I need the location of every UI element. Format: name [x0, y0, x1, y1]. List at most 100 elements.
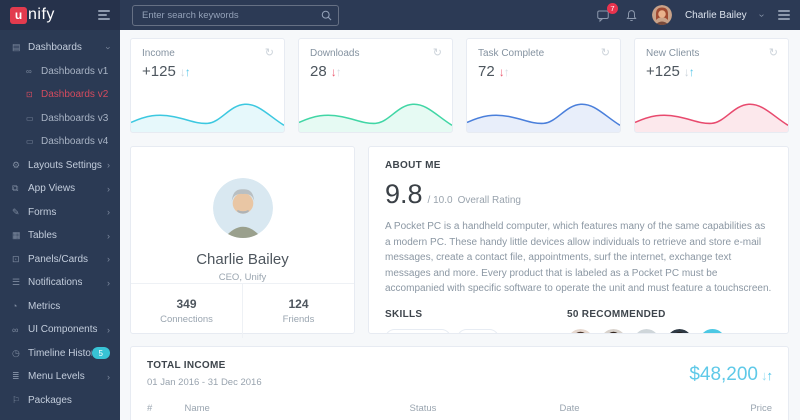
sidebar-item-forms[interactable]: ✎ Forms ›: [12, 206, 110, 218]
sparkline-area: [467, 104, 620, 132]
user-menu-chevron-icon[interactable]: ›: [755, 13, 767, 17]
clock-icon: ◔: [12, 301, 18, 312]
stat-value: +125: [142, 63, 176, 80]
notifications-button[interactable]: [624, 8, 639, 23]
arrow-down-icon: ↓: [683, 64, 690, 79]
stat-card-new-clients: New Clients ↻ +125 ↓↑: [634, 38, 789, 133]
column-header[interactable]: Status: [409, 403, 437, 414]
search-icon[interactable]: [320, 9, 333, 22]
sidebar-item-notifications[interactable]: ☰ Notifications ›: [12, 277, 110, 289]
list-icon: ☰: [12, 277, 21, 288]
rating-label: Overall Rating: [457, 195, 521, 206]
skills-title: SKILLS: [385, 308, 423, 320]
column-header[interactable]: Price: [750, 403, 772, 414]
package-icon: ⚐: [12, 394, 21, 405]
sidebar-item-packages[interactable]: ⚐ Packages: [12, 394, 72, 406]
total-income-card: TOTAL INCOME 01 Jan 2016 - 31 Dec 2016 $…: [130, 346, 789, 420]
pencil-icon: ✎: [12, 206, 20, 217]
chevron-right-icon: ›: [107, 324, 110, 335]
sidebar-item-dashboards-v1[interactable]: ∞ Dashboards v1: [26, 65, 109, 77]
user-avatar[interactable]: [651, 5, 672, 25]
search-input[interactable]: [132, 4, 339, 26]
stat-value: 72: [478, 63, 495, 80]
column-header[interactable]: #: [147, 403, 153, 414]
rating-value: 9.8: [385, 179, 423, 209]
topbar-actions: 7 Charlie Bailey ›: [595, 2, 800, 25]
profile-stats: 349 Connections 124 Friends: [131, 283, 354, 338]
skills-list: developer html bootstrap php management: [385, 328, 567, 333]
stat-value: 28: [310, 63, 327, 80]
menu-icon: ≣: [12, 371, 20, 382]
windows-icon: ⧉: [12, 183, 19, 194]
display-icon: ⊡: [12, 253, 20, 264]
recommended-more-badge[interactable]: +42: [699, 328, 726, 333]
arrow-up-icon: ↑: [766, 367, 773, 383]
user-name[interactable]: Charlie Bailey: [684, 9, 747, 21]
arrow-up-icon: ↑: [503, 64, 510, 79]
brand-logo-text: nify: [28, 6, 55, 23]
column-header[interactable]: Date: [559, 403, 580, 414]
recommended-avatar[interactable]: [633, 328, 660, 333]
friends-stat[interactable]: 124 Friends: [282, 297, 315, 325]
grid-icon: ▦: [12, 230, 21, 241]
sidebar-item-layouts-settings[interactable]: ⚙ Layouts Settings ›: [12, 159, 110, 171]
sparkline: [131, 103, 284, 126]
sidebar-item-dashboards-v4[interactable]: ▭ Dashboards v4: [26, 136, 109, 148]
chevron-right-icon: ›: [107, 277, 110, 288]
arrow-up-icon: ↑: [184, 64, 191, 79]
skill-tag[interactable]: html: [456, 328, 499, 333]
arrow-up-icon: ↑: [688, 64, 695, 79]
arrow-down-icon: ↓: [761, 367, 767, 383]
stats-row: Income ↻ +125 ↓↑ Downloads ↻: [130, 38, 789, 133]
rating-scale: / 10.0: [427, 195, 453, 206]
sidebar-item-dashboards-v2[interactable]: ⊡ Dashboards v2: [26, 89, 109, 101]
chevron-right-icon: ›: [107, 160, 110, 171]
arrow-down-icon: ↓: [179, 64, 186, 79]
skill-tag[interactable]: developer: [385, 328, 451, 333]
sidebar-item-dashboards-v3[interactable]: ▭ Dashboards v3: [26, 112, 109, 124]
about-title: ABOUT ME: [385, 160, 441, 171]
sidebar-item-tables[interactable]: ▦ Tables ›: [12, 230, 110, 242]
recommended-avatar[interactable]: [666, 328, 693, 333]
chevron-right-icon: ›: [107, 183, 110, 194]
sidebar-item-metrics[interactable]: ◔ Metrics: [12, 300, 61, 312]
history-icon: ◷: [12, 347, 20, 358]
logo-area: u nify: [0, 0, 120, 30]
column-header[interactable]: Name: [184, 403, 210, 414]
sparkline: [467, 103, 620, 126]
sidebar-item-panels-cards[interactable]: ⊡ Panels/Cards ›: [12, 253, 110, 265]
refresh-icon[interactable]: ↻: [264, 47, 274, 59]
chevron-right-icon: ›: [107, 254, 110, 265]
connections-stat[interactable]: 349 Connections: [131, 284, 243, 338]
brand-logo[interactable]: u nify: [10, 6, 55, 24]
recommended-avatar[interactable]: [567, 328, 594, 333]
sparkline-area: [299, 104, 452, 132]
profile-avatar: [212, 178, 273, 238]
profile-role: CEO, Unify: [218, 272, 267, 283]
recommended-avatar[interactable]: [600, 328, 627, 333]
sidebar-item-timeline-history[interactable]: ◷ Timeline History 5: [0, 342, 120, 366]
sidebar-toggle-icon[interactable]: [98, 10, 110, 20]
stat-title: Income: [142, 48, 175, 59]
sidebar-item-menu-levels[interactable]: ≣ Menu Levels ›: [12, 371, 110, 383]
about-card: ABOUT ME 9.8 / 10.0 Overall Rating A Poc…: [368, 146, 789, 334]
messages-button[interactable]: 7: [595, 2, 618, 23]
link-icon: ∞: [26, 66, 32, 76]
refresh-icon[interactable]: ↻: [432, 47, 442, 59]
chevron-right-icon: ›: [107, 371, 110, 382]
income-date-range: 01 Jan 2016 - 31 Dec 2016: [147, 377, 262, 388]
main-content: Income ↻ +125 ↓↑ Downloads ↻: [120, 30, 800, 420]
messages-count-badge: 7: [606, 2, 618, 14]
settings-menu-icon[interactable]: [778, 10, 790, 20]
refresh-icon[interactable]: ↻: [600, 47, 610, 59]
chat-icon: [597, 10, 609, 22]
gear-icon: ⚙: [12, 159, 21, 170]
sidebar-item-ui-components[interactable]: ∞ UI Components ›: [12, 324, 110, 336]
timeline-count-badge: 5: [91, 347, 110, 360]
sidebar-item-dashboards[interactable]: ▤ Dashboards ›: [12, 42, 114, 54]
sidebar-item-app-views[interactable]: ⧉ App Views ›: [12, 183, 110, 195]
refresh-icon[interactable]: ↻: [768, 47, 778, 59]
chevron-right-icon: ›: [107, 207, 110, 218]
profile-card: Charlie Bailey CEO, Unify 349 Connection…: [130, 146, 355, 338]
